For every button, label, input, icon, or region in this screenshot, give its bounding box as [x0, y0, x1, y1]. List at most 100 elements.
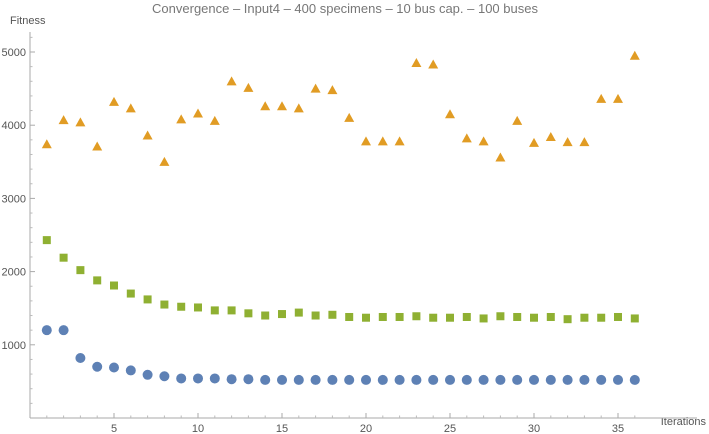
- y-tick-label: 5000: [2, 47, 26, 59]
- y-tick-label: 3000: [2, 193, 26, 205]
- data-point-square: [614, 312, 622, 321]
- data-point-circle: [579, 374, 590, 385]
- data-point-triangle: [445, 109, 455, 119]
- y-tick-label: 4000: [2, 120, 26, 132]
- data-point-triangle: [596, 93, 607, 103]
- data-point-square: [76, 266, 85, 275]
- data-point-circle: [529, 374, 539, 385]
- data-point-circle: [293, 374, 304, 385]
- data-point-square: [261, 311, 270, 320]
- data-point-square: [597, 313, 606, 322]
- data-point-square: [446, 313, 454, 322]
- data-point-triangle: [109, 96, 119, 106]
- data-point-square: [580, 313, 589, 322]
- data-point-square: [378, 312, 387, 321]
- data-point-square: [563, 315, 572, 324]
- data-point-circle: [478, 374, 489, 385]
- y-tick-label: 1000: [2, 340, 26, 352]
- x-axis-label: Iterations: [661, 416, 707, 428]
- data-point-circle: [193, 373, 203, 384]
- data-point-triangle: [260, 101, 271, 111]
- data-point-circle: [512, 374, 523, 385]
- data-point-square: [210, 306, 219, 315]
- data-point-square: [630, 314, 639, 323]
- data-point-triangle: [75, 117, 86, 127]
- data-point-triangle: [394, 136, 405, 146]
- data-point-circle: [596, 374, 607, 385]
- data-point-square: [462, 312, 471, 321]
- x-tick-label: 35: [612, 423, 624, 434]
- series-circle-group: [41, 325, 640, 385]
- axes-layer: [29, 32, 697, 419]
- x-tick-label: 25: [444, 423, 456, 434]
- data-point-triangle: [629, 50, 640, 60]
- data-point-square: [126, 289, 135, 298]
- data-point-circle: [260, 374, 271, 385]
- data-point-circle: [243, 374, 254, 385]
- y-tick-label: 2000: [2, 267, 26, 279]
- data-point-square: [110, 281, 118, 290]
- data-point-square: [546, 312, 555, 321]
- data-point-triangle: [361, 136, 371, 146]
- data-point-triangle: [209, 115, 220, 125]
- data-point-circle: [277, 374, 287, 385]
- data-point-triangle: [495, 152, 506, 162]
- data-point-circle: [310, 374, 321, 385]
- data-point-circle: [58, 325, 69, 336]
- data-point-triangle: [293, 103, 304, 113]
- data-point-square: [278, 310, 286, 319]
- data-point-triangle: [277, 101, 287, 111]
- data-point-triangle: [41, 139, 52, 149]
- ticks-layer: 5 10 15 20 25 30 35 1000 2000 3000 4000 5000: [2, 36, 636, 434]
- data-point-triangle: [344, 112, 355, 122]
- data-point-triangle: [411, 58, 422, 68]
- data-marks-layer: [41, 50, 640, 385]
- data-point-circle: [327, 374, 338, 385]
- data-point-square: [294, 308, 303, 317]
- data-point-square: [177, 302, 186, 311]
- data-point-circle: [226, 374, 237, 385]
- data-point-triangle: [562, 137, 573, 147]
- data-point-circle: [142, 369, 153, 380]
- data-point-circle: [159, 371, 170, 382]
- data-point-circle: [361, 374, 371, 385]
- data-point-triangle: [579, 137, 590, 147]
- data-point-square: [362, 313, 370, 322]
- x-tick-label: 30: [528, 423, 540, 434]
- y-axis-label: Fitness: [10, 15, 46, 27]
- data-point-triangle: [428, 59, 439, 69]
- data-point-square: [244, 309, 253, 318]
- data-point-square: [345, 312, 354, 321]
- data-point-circle: [344, 374, 355, 385]
- data-point-triangle: [310, 83, 321, 93]
- data-point-square: [311, 311, 320, 320]
- data-point-square: [42, 236, 51, 245]
- data-point-circle: [92, 361, 103, 372]
- data-point-triangle: [545, 131, 556, 141]
- data-point-circle: [109, 362, 119, 373]
- data-point-triangle: [193, 108, 203, 118]
- data-point-square: [227, 306, 236, 315]
- x-tick-label: 5: [111, 423, 117, 434]
- data-point-triangle: [461, 133, 472, 143]
- data-point-circle: [176, 373, 187, 384]
- data-point-circle: [428, 374, 439, 385]
- data-point-square: [59, 253, 68, 262]
- data-point-triangle: [613, 93, 623, 103]
- series-triangle-group: [41, 50, 640, 166]
- data-point-triangle: [176, 114, 187, 124]
- data-point-circle: [629, 374, 640, 385]
- data-point-square: [328, 310, 337, 319]
- data-point-triangle: [529, 137, 539, 147]
- data-point-circle: [209, 373, 220, 384]
- data-point-circle: [75, 352, 86, 363]
- data-point-triangle: [159, 156, 170, 166]
- data-point-circle: [613, 374, 623, 385]
- series-square-group: [42, 236, 639, 324]
- x-tick-label: 20: [360, 423, 372, 434]
- data-point-triangle: [478, 136, 489, 146]
- chart-title: Convergence – Input4 – 400 specimens – 1…: [152, 1, 538, 16]
- data-point-triangle: [58, 115, 69, 125]
- data-point-circle: [461, 374, 472, 385]
